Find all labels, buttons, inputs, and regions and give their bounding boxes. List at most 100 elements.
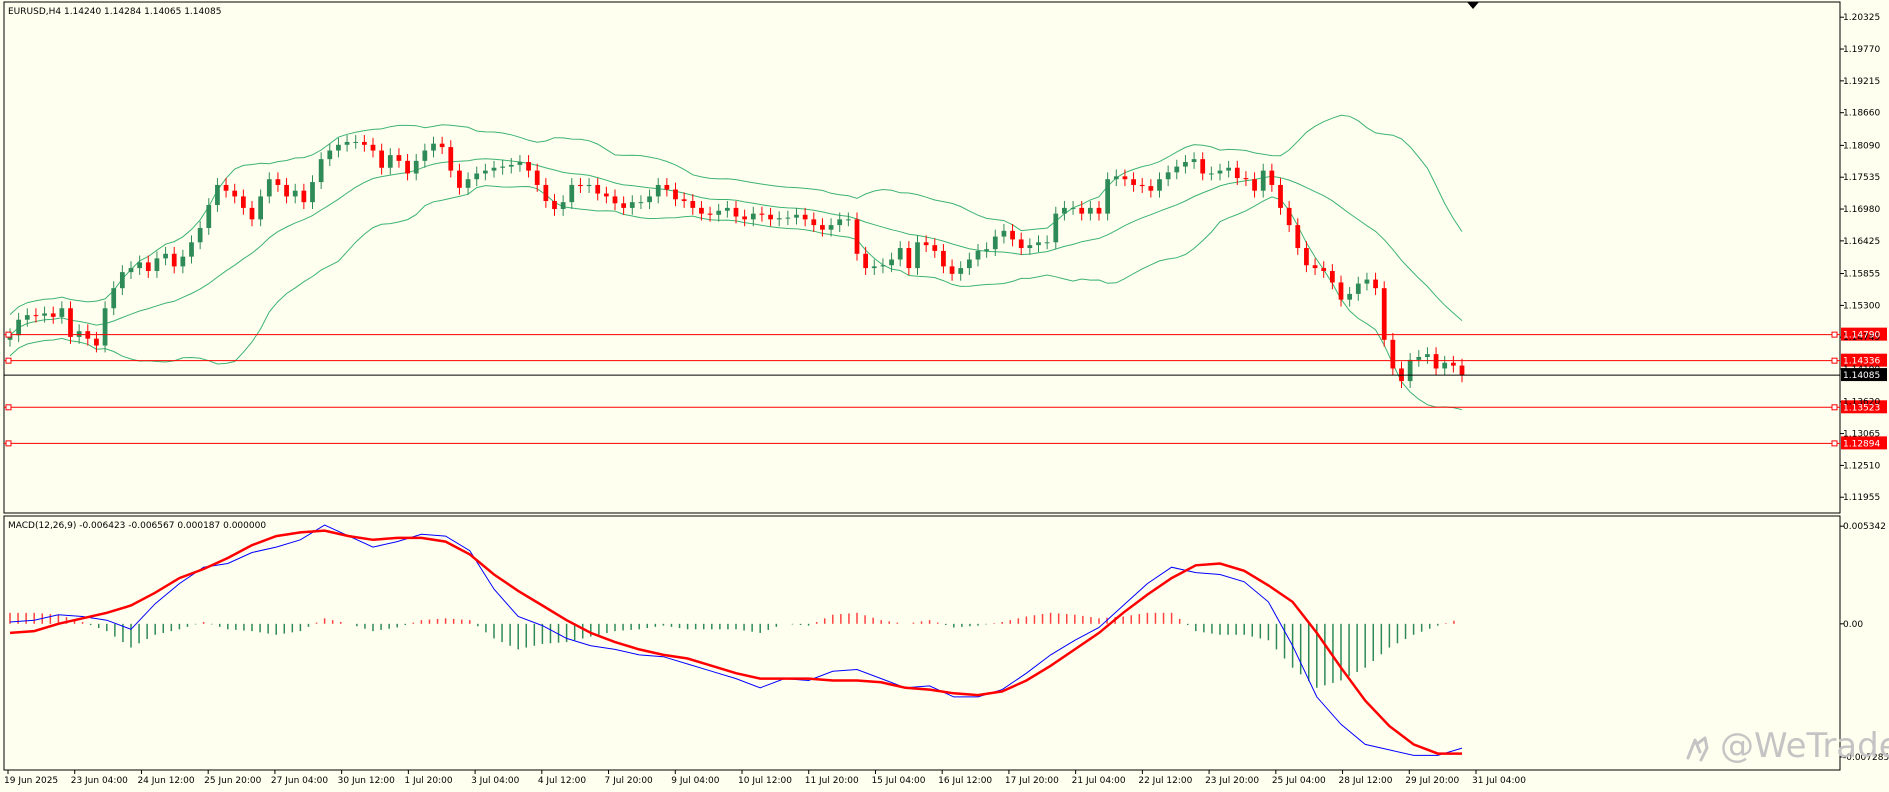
candle-body — [768, 214, 773, 220]
candle-body — [474, 173, 480, 180]
candle-body — [240, 196, 246, 208]
x-tick-label: 27 Jun 04:00 — [271, 776, 328, 786]
candle-body — [457, 170, 462, 188]
candle-body — [50, 313, 56, 317]
y-tick-label: 1.19215 — [1843, 77, 1880, 87]
candle-body — [647, 196, 652, 203]
candle-body — [215, 184, 220, 206]
macd-panel — [9, 524, 1463, 756]
candle-body — [837, 219, 843, 226]
candle-body — [1157, 179, 1162, 191]
candle-body — [387, 155, 393, 168]
candle-body — [621, 203, 627, 208]
candle-body — [405, 160, 410, 174]
bollinger-upper — [9, 114, 1463, 315]
candle-body — [569, 184, 575, 203]
candle-body — [1217, 170, 1223, 174]
candle-body — [258, 196, 264, 220]
candle-body — [448, 147, 454, 171]
candle-body — [1044, 242, 1050, 244]
x-tick-label: 22 Jul 12:00 — [1138, 776, 1192, 786]
candle-body — [1295, 225, 1301, 249]
candle-body — [716, 210, 722, 215]
price-title: EURUSD,H4 1.14240 1.14284 1.14065 1.1408… — [8, 7, 221, 17]
candle-body — [941, 250, 946, 267]
candle-body — [327, 150, 333, 160]
macd-y-tick-label: 0.005342 — [1843, 522, 1886, 532]
chart-shift-marker[interactable] — [1467, 2, 1479, 9]
candle-body — [595, 184, 601, 194]
candle-body — [76, 331, 82, 337]
level-label: 1.14790 — [1843, 331, 1880, 341]
candle-body — [1183, 162, 1188, 167]
candle-body — [206, 205, 212, 228]
candle-body — [742, 216, 748, 220]
x-tick-label: 28 Jul 12:00 — [1339, 776, 1393, 786]
candle-body — [526, 162, 531, 171]
candle-body — [1105, 179, 1111, 214]
candle-body — [171, 253, 177, 267]
candle-body — [1459, 365, 1465, 376]
candle-body — [370, 144, 376, 151]
labels: 1.20325 1.19770 1.19215 1.18660 1.18090 1.175… — [4, 7, 1889, 786]
candle-body — [690, 201, 696, 208]
candle-body — [42, 313, 47, 316]
candle-body — [1070, 207, 1076, 209]
x-tick-label: 11 Jul 20:00 — [805, 776, 859, 786]
candles — [7, 135, 1465, 388]
candle-body — [534, 170, 540, 185]
candle-body — [465, 179, 471, 188]
candle-body — [353, 141, 359, 143]
level-handle-left — [5, 331, 12, 338]
x-tick-label: 31 Jul 04:00 — [1472, 776, 1526, 786]
candle-body — [1286, 207, 1292, 226]
macd-y-tick-label: -0.007285 — [1843, 753, 1889, 763]
candle-body — [1191, 159, 1197, 163]
candle-body — [638, 202, 644, 204]
y-tick-label: 1.18090 — [1843, 141, 1880, 151]
candle-body — [1260, 170, 1266, 191]
candle-body — [820, 225, 825, 230]
candle-body — [923, 242, 929, 246]
y-tick-label: 1.19770 — [1843, 45, 1880, 55]
candle-body — [560, 202, 566, 210]
candle-body — [379, 150, 385, 168]
candle-body — [854, 219, 860, 254]
bollinger-bands — [9, 114, 1463, 411]
candle-body — [828, 225, 834, 230]
candle-body — [16, 319, 22, 336]
macd-title: MACD(12,26,9) -0.006423 -0.006567 0.0001… — [8, 521, 266, 531]
level-handle-left — [5, 357, 12, 364]
candle-body — [1338, 282, 1344, 300]
level-handle-right — [1831, 331, 1838, 338]
candle-body — [655, 184, 661, 197]
price-panel-frame — [3, 1, 1841, 514]
candle-body — [724, 207, 730, 211]
y-tick-label: 1.16980 — [1843, 205, 1880, 215]
y-tick-label: 1.17535 — [1843, 173, 1880, 183]
candle-body — [508, 164, 514, 167]
candle-body — [1200, 159, 1206, 174]
candle-body — [733, 207, 739, 217]
candle-body — [681, 199, 687, 202]
x-tick-label: 24 Jun 12:00 — [137, 776, 194, 786]
candle-body — [1113, 176, 1119, 180]
candle-body — [785, 217, 791, 219]
x-tick-label: 15 Jul 04:00 — [871, 776, 925, 786]
candle-body — [1208, 173, 1214, 175]
last-price-label-bg — [1841, 368, 1887, 382]
x-tick-label: 3 Jul 04:00 — [471, 776, 520, 786]
candle-body — [1304, 248, 1309, 266]
candle-body — [111, 288, 117, 309]
macd-y-tick-label: 0.00 — [1843, 620, 1863, 630]
candle-body — [664, 184, 670, 190]
candle-body — [1027, 245, 1033, 249]
candle-body — [422, 150, 428, 161]
y-tick-label: 1.14745 — [1843, 333, 1880, 343]
candle-body — [707, 213, 713, 215]
candle-body — [102, 308, 108, 346]
candle-body — [1174, 166, 1180, 173]
candle-body — [1425, 354, 1430, 358]
candle-body — [249, 207, 255, 220]
